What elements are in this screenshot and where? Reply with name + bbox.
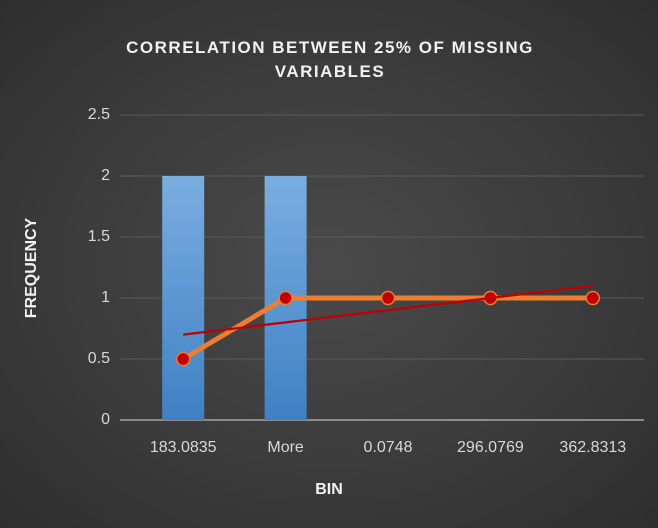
- x-tick-label: 0.0748: [364, 439, 413, 456]
- y-tick-label: 0: [101, 411, 110, 428]
- line-marker: [380, 290, 396, 306]
- x-tick-label: More: [267, 439, 304, 456]
- x-axis-label: BIN: [315, 481, 343, 498]
- chart-title: CORRELATION BETWEEN 25% OF MISSING VARIA…: [126, 38, 534, 81]
- x-tick-label: 362.8313: [559, 439, 626, 456]
- y-tick-label: 1: [101, 289, 110, 306]
- line: [181, 295, 593, 362]
- line-marker: [278, 290, 293, 306]
- x-tick-label: 183.0835: [150, 439, 217, 456]
- y-tick-label: 2: [101, 167, 110, 184]
- line-marker: [175, 351, 191, 367]
- x-tick-label: 296.0769: [457, 439, 524, 456]
- trendline: [183, 284, 593, 336]
- bar: [162, 176, 205, 420]
- y-tick-label: 0.5: [88, 350, 110, 367]
- y-tick-label: 2.5: [88, 106, 110, 123]
- y-tick-label: 1.5: [88, 228, 110, 245]
- y-axis-label: FREQUENCY: [23, 217, 40, 318]
- line-marker: [585, 290, 601, 306]
